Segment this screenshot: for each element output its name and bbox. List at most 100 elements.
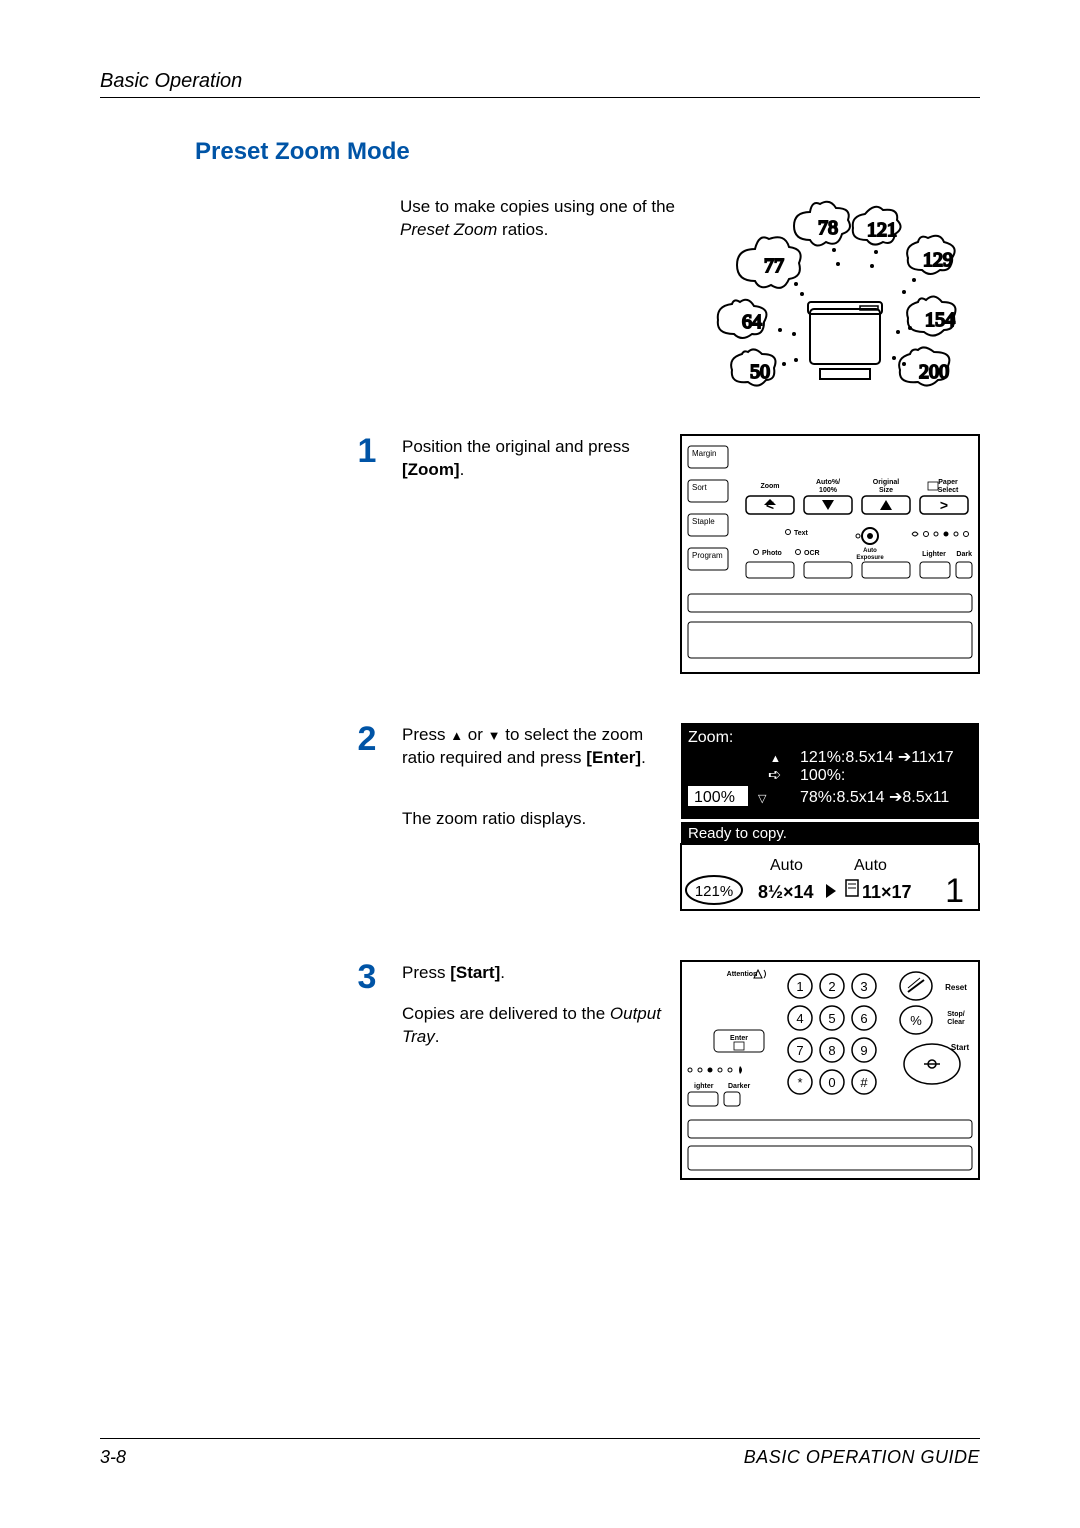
step1-a: Position the original and press — [402, 437, 630, 456]
svg-text:8½×14: 8½×14 — [758, 882, 814, 902]
svg-text:1: 1 — [796, 979, 803, 994]
svg-text:78: 78 — [818, 217, 838, 239]
page-footer: 3-8 BASIC OPERATION GUIDE — [100, 1438, 980, 1468]
s3a: Press — [402, 963, 450, 982]
svg-text:Select: Select — [938, 487, 959, 494]
bubble-129: 129 — [907, 236, 955, 274]
lcd-figure: Zoom: ▲ 121%:8.5x14 ➔11x17 ➪ 100%: 100% … — [680, 722, 980, 912]
svg-text:Original: Original — [873, 479, 900, 486]
step-2-text: Press ▲ or ▼ to select the zoom ratio re… — [402, 722, 662, 912]
svg-text:Zoom: Zoom — [760, 483, 779, 490]
svg-text:Exposure: Exposure — [856, 555, 884, 561]
svg-text:Attention: Attention — [727, 971, 758, 978]
svg-text:50: 50 — [750, 361, 770, 383]
svg-text:Enter: Enter — [730, 1035, 748, 1042]
svg-text:Clear: Clear — [947, 1019, 965, 1026]
intro-text-em: Preset Zoom — [400, 220, 497, 239]
step-1-number: 1 — [350, 434, 384, 674]
svg-text:*: * — [797, 1075, 802, 1090]
svg-text:200: 200 — [919, 361, 949, 383]
s2b: or — [463, 725, 488, 744]
bubble-200: 200 — [899, 347, 949, 385]
svg-text:Auto: Auto — [770, 857, 803, 874]
svg-text:▲: ▲ — [770, 753, 781, 765]
svg-text:8: 8 — [828, 1043, 835, 1058]
svg-text:▽: ▽ — [758, 793, 767, 805]
section-title: Preset Zoom Mode — [195, 138, 980, 166]
svg-text:3: 3 — [860, 979, 867, 994]
s2bold: [Enter] — [586, 748, 641, 767]
svg-text:64: 64 — [742, 311, 762, 333]
svg-text:➪: ➪ — [768, 767, 781, 784]
svg-text:Text: Text — [794, 530, 809, 537]
svg-text:78%:8.5x14 ➔8.5x11: 78%:8.5x14 ➔8.5x11 — [800, 789, 949, 806]
s2-line2: The zoom ratio displays. — [402, 809, 586, 828]
svg-text:Sort: Sort — [692, 483, 707, 492]
bubbles-figure: 77 78 121 129 64 154 50 200 — [700, 194, 980, 404]
svg-text:#: # — [860, 1075, 868, 1090]
s3c: Copies are delivered to the — [402, 1004, 610, 1023]
svg-text:Staple: Staple — [692, 517, 715, 526]
svg-text:<: < — [766, 497, 774, 513]
svg-text:ighter: ighter — [694, 1083, 714, 1090]
intro-text: Use to make copies using one of the Pres… — [400, 194, 680, 404]
svg-text:154: 154 — [925, 309, 955, 331]
up-triangle-icon: ▲ — [450, 728, 463, 743]
panel-figure-1: Margin Sort Staple Program Zoom Auto%/10… — [680, 434, 980, 674]
step1-bold: [Zoom] — [402, 460, 460, 479]
svg-text:5: 5 — [828, 1011, 835, 1026]
svg-text:Auto: Auto — [863, 548, 877, 554]
step1-b: . — [460, 460, 465, 479]
svg-text:Auto: Auto — [854, 857, 887, 874]
intro-text-a: Use to make copies using one of the — [400, 197, 675, 216]
s2a: Press — [402, 725, 450, 744]
s2d: . — [641, 748, 646, 767]
svg-text:Photo: Photo — [762, 550, 782, 557]
footer-rule — [100, 1438, 980, 1439]
svg-text:Lighter: Lighter — [922, 551, 946, 558]
bubble-121: 121 — [853, 207, 901, 245]
svg-text:129: 129 — [923, 249, 953, 271]
svg-text:121%: 121% — [695, 883, 733, 900]
svg-text:Reset: Reset — [945, 983, 967, 992]
step-1-text: Position the original and press [Zoom]. — [402, 434, 662, 674]
svg-text:Dark: Dark — [956, 551, 972, 558]
svg-text:121%:8.5x14 ➔11x17: 121%:8.5x14 ➔11x17 — [800, 749, 954, 766]
svg-text:Program: Program — [692, 551, 723, 560]
svg-text:Zoom:: Zoom: — [688, 729, 733, 746]
s3d: . — [435, 1027, 440, 1046]
svg-text:100%: 100% — [694, 789, 735, 806]
step-3-text: Press [Start]. Copies are delivered to t… — [402, 960, 662, 1180]
bubble-78: 78 — [794, 202, 850, 246]
bubble-77: 77 — [737, 237, 801, 288]
svg-text:7: 7 — [796, 1043, 803, 1058]
svg-text:6: 6 — [860, 1011, 867, 1026]
svg-text:Paper: Paper — [938, 479, 958, 486]
svg-text:Size: Size — [879, 487, 893, 494]
svg-text:>: > — [940, 497, 948, 513]
svg-text:2: 2 — [828, 979, 835, 994]
svg-text:Start: Start — [951, 1043, 970, 1052]
svg-text:11×17: 11×17 — [862, 882, 912, 902]
down-triangle-icon: ▼ — [488, 728, 501, 743]
svg-text:Auto%/: Auto%/ — [816, 479, 840, 486]
svg-text:Margin: Margin — [692, 449, 716, 458]
svg-text:9: 9 — [860, 1043, 867, 1058]
header-rule — [100, 97, 980, 98]
intro-text-b: ratios. — [497, 220, 548, 239]
s3b: . — [500, 963, 505, 982]
svg-text:100%: 100% — [819, 487, 838, 494]
svg-text:Darker: Darker — [728, 1083, 750, 1090]
footer-guide-title: BASIC OPERATION GUIDE — [744, 1447, 980, 1468]
svg-text:0: 0 — [828, 1075, 835, 1090]
svg-text:100%:: 100%: — [800, 767, 845, 784]
svg-text:1: 1 — [945, 872, 964, 910]
step-2-number: 2 — [350, 722, 384, 912]
keypad-figure: Attention Enter ighter Darker — [680, 960, 980, 1180]
svg-text:Ready to copy.: Ready to copy. — [688, 825, 787, 842]
bubble-154: 154 — [907, 296, 955, 335]
bubble-64: 64 — [718, 300, 767, 338]
svg-text:4: 4 — [796, 1011, 803, 1026]
header-title: Basic Operation — [100, 70, 980, 93]
svg-text:Stop/: Stop/ — [947, 1011, 965, 1018]
